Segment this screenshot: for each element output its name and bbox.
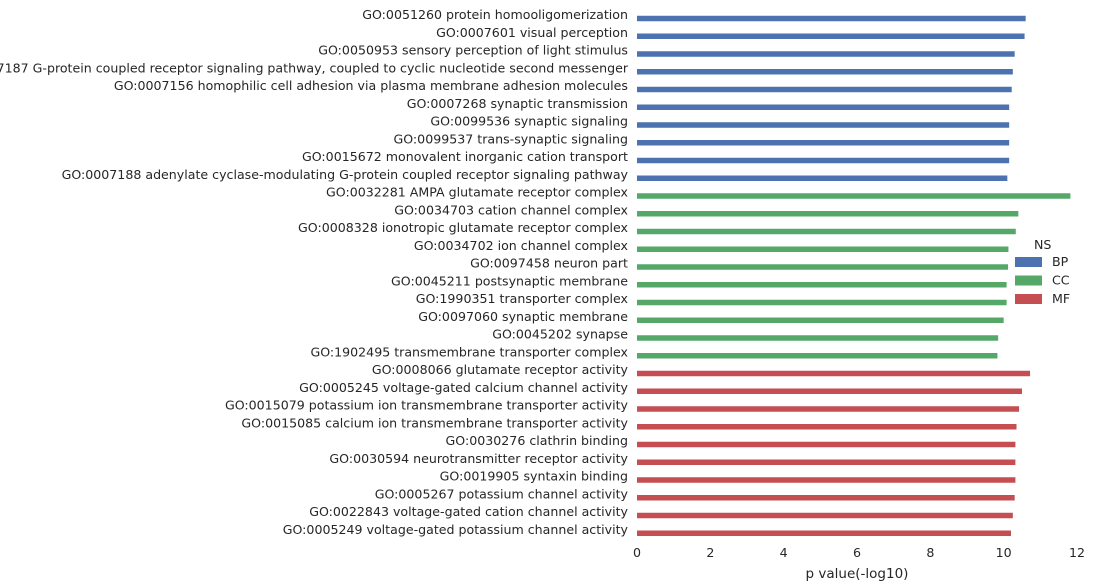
bar-mf xyxy=(637,477,1016,483)
category-label: GO:0005267 potassium channel activity xyxy=(375,486,629,501)
bar-mf xyxy=(637,495,1015,501)
bar-bp xyxy=(637,140,1010,146)
category-label: GO:0051260 protein homooligomerization xyxy=(362,7,628,22)
category-label: GO:0030594 neurotransmitter receptor act… xyxy=(329,451,628,466)
bar-cc xyxy=(637,317,1004,323)
x-tick-label: 0 xyxy=(633,545,641,560)
x-axis-title: p value(-log10) xyxy=(806,566,909,582)
category-label: GO:0099537 trans-synaptic signaling xyxy=(393,131,628,146)
category-label: GO:0045202 synapse xyxy=(492,327,628,342)
legend-label-bp: BP xyxy=(1052,254,1069,269)
x-tick-label: 6 xyxy=(853,545,861,560)
legend-swatch-cc xyxy=(1015,275,1042,286)
legend-label-cc: CC xyxy=(1052,273,1070,288)
category-label: GO:0007601 visual perception xyxy=(436,25,628,40)
category-label: GO:0005245 voltage-gated calcium channel… xyxy=(299,380,628,395)
x-tick-label: 12 xyxy=(1069,545,1085,560)
bar-cc xyxy=(637,264,1009,270)
bar-mf xyxy=(637,406,1020,412)
legend-title: NS xyxy=(1034,237,1051,252)
category-label: GO:0007156 homophilic cell adhesion via … xyxy=(114,78,628,93)
category-label: GO:0008328 ionotropic glutamate receptor… xyxy=(298,220,628,235)
bar-bp xyxy=(637,15,1026,22)
bar-cc xyxy=(637,211,1019,217)
category-label: GO:1902495 transmembrane transporter com… xyxy=(310,344,628,359)
legend: NS BP CC MF xyxy=(1015,237,1070,306)
category-label: GO:0099536 synaptic signaling xyxy=(430,114,628,129)
bar-cc xyxy=(637,335,999,341)
bar-mf xyxy=(637,370,1031,377)
bar-cc xyxy=(637,193,1071,199)
bar-mf xyxy=(637,441,1016,448)
category-label: GO:0007187 G-protein coupled receptor si… xyxy=(0,60,629,75)
bar-mf xyxy=(637,388,1022,394)
bar-bp xyxy=(637,86,1012,93)
category-label: GO:0022843 voltage-gated cation channel … xyxy=(309,504,628,519)
bar-bp xyxy=(637,122,1010,128)
category-label: GO:0015079 potassium ion transmembrane t… xyxy=(225,398,629,413)
x-axis: 0 2 4 6 8 10 12 xyxy=(633,545,1085,560)
category-label: GO:0007268 synaptic transmission xyxy=(407,96,628,111)
bar-mf xyxy=(637,459,1016,465)
bar-cc xyxy=(637,299,1007,306)
bar-mf xyxy=(637,424,1017,430)
category-label: GO:0015085 calcium ion transmembrane tra… xyxy=(241,415,628,430)
category-label: GO:0097458 neuron part xyxy=(470,256,628,271)
bar-mf xyxy=(637,530,1011,536)
category-label: GO:1990351 transporter complex xyxy=(416,291,629,306)
x-tick-label: 4 xyxy=(780,545,788,560)
bar-cc xyxy=(637,353,998,359)
category-label: GO:0050953 sensory perception of light s… xyxy=(318,43,628,58)
x-tick-label: 8 xyxy=(926,545,934,560)
bar-bp xyxy=(637,69,1013,75)
category-label: GO:0034702 ion channel complex xyxy=(414,238,629,253)
legend-swatch-bp xyxy=(1015,257,1042,267)
category-label: GO:0008066 glutamate receptor activity xyxy=(372,362,629,377)
category-label: GO:0030276 clathrin binding xyxy=(446,433,628,448)
bar-bp xyxy=(637,51,1015,57)
bars-layer xyxy=(637,15,1071,536)
bar-bp xyxy=(637,33,1025,39)
bar-bp xyxy=(637,104,1010,110)
category-label: GO:0005249 voltage-gated potassium chann… xyxy=(283,522,629,537)
legend-label-mf: MF xyxy=(1052,291,1070,306)
bar-bp xyxy=(637,175,1008,181)
category-labels: GO:0051260 protein homooligomerization GO… xyxy=(0,7,629,537)
bar-cc xyxy=(637,282,1007,288)
bar-cc xyxy=(637,228,1016,235)
bar-mf xyxy=(637,512,1013,519)
category-label: GO:0007188 adenylate cyclase-modulating … xyxy=(62,167,629,182)
x-tick-label: 2 xyxy=(706,545,714,560)
category-label: GO:0019905 syntaxin binding xyxy=(440,469,628,484)
category-label: GO:0034703 cation channel complex xyxy=(394,202,628,217)
x-tick-label: 10 xyxy=(996,545,1012,560)
category-label: GO:0045211 postsynaptic membrane xyxy=(391,273,628,288)
bar-bp xyxy=(637,157,1010,164)
bar-cc xyxy=(637,246,1009,252)
category-label: GO:0097060 synaptic membrane xyxy=(418,309,628,324)
legend-swatch-mf xyxy=(1015,294,1042,304)
category-label: GO:0015672 monovalent inorganic cation t… xyxy=(302,149,628,164)
category-label: GO:0032281 AMPA glutamate receptor compl… xyxy=(326,185,629,200)
